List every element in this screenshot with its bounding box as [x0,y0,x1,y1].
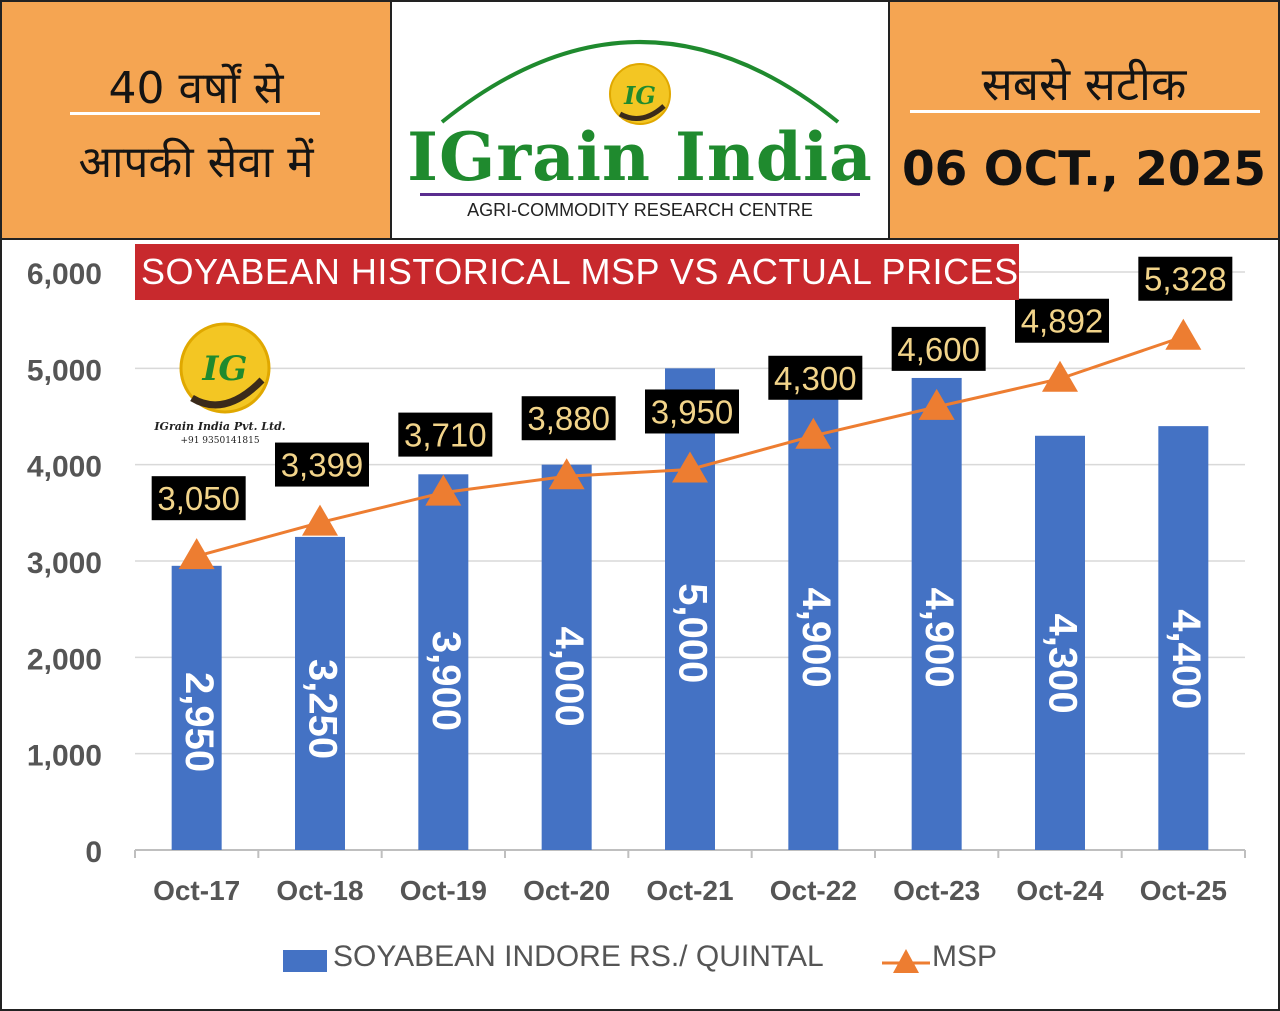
bar [1158,426,1209,850]
divider-line [70,112,320,115]
bar-data-label: 3,250 [300,659,344,759]
x-tick-label: Oct-21 [646,875,733,906]
bar [788,377,839,850]
msp-marker [1165,318,1202,350]
x-tick-label: Oct-20 [523,875,610,906]
x-tick-label: Oct-24 [1016,875,1104,906]
bar-data-label: 3,900 [424,631,468,731]
brand-subtitle: AGRI-COMMODITY RESEARCH CENTRE [467,200,813,220]
y-tick-label: 1,000 [27,740,102,773]
right-date-panel: सबसे सटीक 06 OCT., 2025 [888,0,1280,240]
grain-coin-logo-icon: IG [609,63,671,125]
msp-marker [918,388,955,420]
brand-name: IGrain India [407,118,873,196]
msp-label-box [1015,298,1109,343]
bar-data-label: 4,900 [794,588,838,688]
x-tick-label: Oct-22 [770,875,857,906]
bar [418,474,469,850]
msp-marker [425,474,462,506]
bar [911,377,962,850]
msp-label-box [275,442,369,487]
x-tick-label: Oct-17 [153,875,240,906]
msp-label-box [645,389,739,434]
msp-label-box [891,326,986,371]
company-name: IGrain India Pvt. Ltd. [154,420,286,433]
bar [665,368,715,850]
msp-label-box [1138,256,1233,301]
x-tick-label: Oct-19 [400,875,487,906]
bar [171,565,222,850]
header-banner: 40 वर्षों से आपकी सेवा में IG IGrain Ind… [0,0,1280,240]
report-date: 06 OCT., 2025 [901,142,1267,197]
chart: 0 1,000 2,000 3,000 4,000 5,000 6,000 Oct-17 Oct… [27,256,1246,906]
legend-swatch-bar [283,950,327,972]
y-tick-label: 6,000 [27,258,102,291]
legend-label-price: SOYABEAN INDORE RS./ QUINTAL [333,940,824,973]
brand-panel: IG IGrain India AGRI-COMMODITY RESEARCH … [392,0,888,240]
msp-label-box [151,476,246,521]
msp-marker [302,504,338,536]
msp-data-label: 4,892 [1021,303,1104,340]
brand-underline [420,193,860,196]
logo-initials: IG [623,81,656,110]
msp-marker [178,538,215,570]
msp-data-label: 5,328 [1144,261,1227,298]
legend-swatch-msp [882,949,930,973]
slogan-service: आपकी सेवा में [78,137,314,188]
bar [295,536,345,850]
msp-marker [548,458,585,490]
msp-data-label: 3,050 [157,480,240,517]
bar-data-label: 4,300 [1040,614,1084,714]
msp-label-box [521,396,616,441]
msp-label-box [768,355,863,400]
y-tick-label: 5,000 [27,354,102,387]
msp-marker [672,451,708,483]
brand-arc [440,40,840,124]
msp-data-label: 4,600 [897,331,980,368]
company-phone: +91 9350141815 [180,436,260,446]
x-tick-label: Oct-23 [893,875,980,906]
bar-data-label: 4,900 [917,588,961,688]
bar-data-label: 2,950 [177,672,221,772]
msp-data-label: 3,399 [281,447,364,484]
y-tick-label: 3,000 [27,547,102,580]
bar-data-label: 4,400 [1164,609,1208,709]
divider-line [910,110,1260,113]
left-slogan-panel: 40 वर्षों से आपकी सेवा में [0,0,392,240]
slogan-years: 40 वर्षों से [108,63,284,114]
y-tick-label: 0 [85,836,102,869]
inner-logo-icon: IG [179,322,271,414]
y-tick-label: 2,000 [27,643,102,676]
msp-marker [795,417,832,449]
bar-data-label: 5,000 [670,583,714,683]
msp-data-label: 4,300 [774,360,857,397]
x-tick-label: Oct-25 [1140,875,1227,906]
msp-marker [1042,360,1078,392]
bar [541,464,592,850]
slogan-accurate: सबसे सटीक [981,57,1187,111]
y-tick-label: 4,000 [27,451,102,484]
inner-logo-initials: IG [202,349,248,389]
x-tick-label: Oct-18 [276,875,363,906]
msp-data-label: 3,950 [651,393,734,430]
msp-data-label: 3,880 [527,400,610,437]
legend: SOYABEAN INDORE RS./ QUINTAL MSP [0,935,1280,985]
bar [1035,435,1085,850]
msp-label-box [398,412,493,457]
legend-label-msp: MSP [932,940,998,973]
brand-arc-logo: IG [440,40,840,125]
msp-data-label: 3,710 [404,417,487,454]
bar-data-label: 4,000 [547,627,591,727]
chart-title: SOYABEAN HISTORICAL MSP VS ACTUAL PRICES [135,244,1019,300]
